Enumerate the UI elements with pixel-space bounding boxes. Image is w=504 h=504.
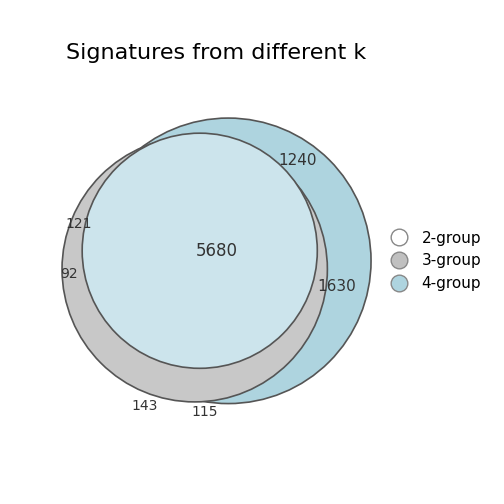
Legend: 2-group, 3-group, 4-group: 2-group, 3-group, 4-group (377, 225, 487, 297)
Text: 1630: 1630 (318, 279, 356, 293)
Text: 143: 143 (131, 399, 158, 413)
Circle shape (62, 137, 328, 402)
Text: 115: 115 (192, 405, 218, 419)
Title: Signatures from different k: Signatures from different k (67, 43, 366, 64)
Circle shape (86, 118, 371, 404)
Text: 121: 121 (66, 217, 92, 231)
Text: 1240: 1240 (279, 153, 317, 167)
Circle shape (82, 133, 318, 368)
Text: 92: 92 (60, 267, 78, 281)
Text: 5680: 5680 (196, 242, 237, 260)
